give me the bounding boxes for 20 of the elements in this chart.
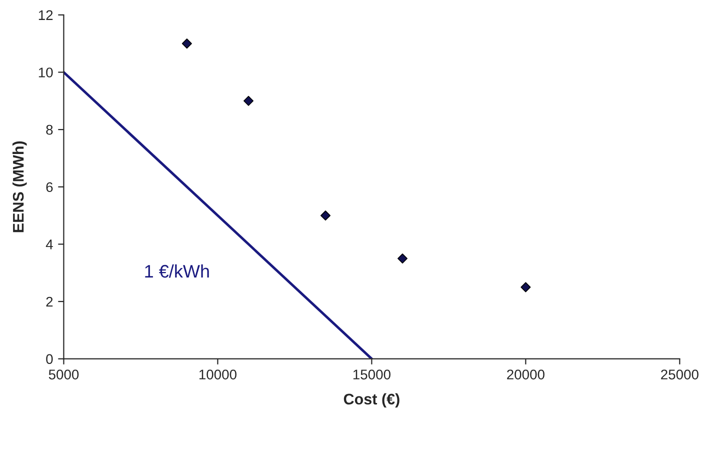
x-tick-label: 15000 <box>353 370 390 380</box>
point <box>182 38 192 49</box>
y-tick-label: 0 <box>46 354 53 364</box>
annotation: 1 €/kWh <box>145 264 209 278</box>
y-tick-label: 2 <box>46 296 53 307</box>
x-tick-label: 25000 <box>661 370 698 380</box>
x-axis-title: Cost (€) <box>344 393 400 408</box>
point <box>320 210 331 221</box>
y-tick-label: 4 <box>46 240 53 250</box>
point <box>397 253 408 264</box>
y-tick-label: 12 <box>38 10 53 20</box>
y-axis-title: EENS (MWh) <box>12 141 27 232</box>
y-tick-label: 6 <box>46 182 53 192</box>
y-tick-label: 8 <box>46 124 53 135</box>
x-tick-label: 20000 <box>507 370 544 380</box>
y-tick-label: 10 <box>38 68 53 78</box>
point <box>520 282 531 292</box>
x-tick-label: 5000 <box>48 370 79 380</box>
point <box>243 96 254 106</box>
x-tick-label: 10000 <box>199 370 236 380</box>
